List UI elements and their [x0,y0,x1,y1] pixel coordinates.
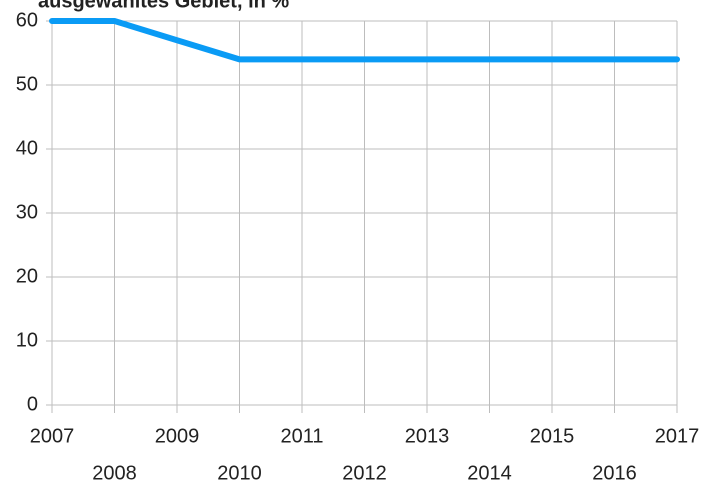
x-tick-label: 2016 [592,462,637,483]
x-tick-label: 2008 [92,462,137,483]
x-tick-label: 2013 [405,425,450,447]
x-tick-label: 2015 [530,425,575,447]
x-tick-label: 2014 [467,462,512,483]
y-tick-label: 20 [16,265,38,287]
data-line [49,18,680,63]
y-tick-label: 60 [16,9,38,31]
y-tick-label: 40 [16,137,38,159]
y-tick-label: 10 [16,329,38,351]
chart-title: ausgewähltes Gebiet, in % [38,0,289,12]
x-tick-label: 2012 [342,462,387,483]
y-tick-label: 30 [16,201,38,223]
x-tick-label: 2010 [217,462,262,483]
y-tick-label: 0 [27,393,38,415]
x-tick-label: 2017 [655,425,700,447]
x-tick-label: 2007 [30,425,75,447]
y-tick-label: 50 [16,73,38,95]
x-tick-label: 2009 [155,425,200,447]
x-tick-label: 2011 [280,425,323,447]
